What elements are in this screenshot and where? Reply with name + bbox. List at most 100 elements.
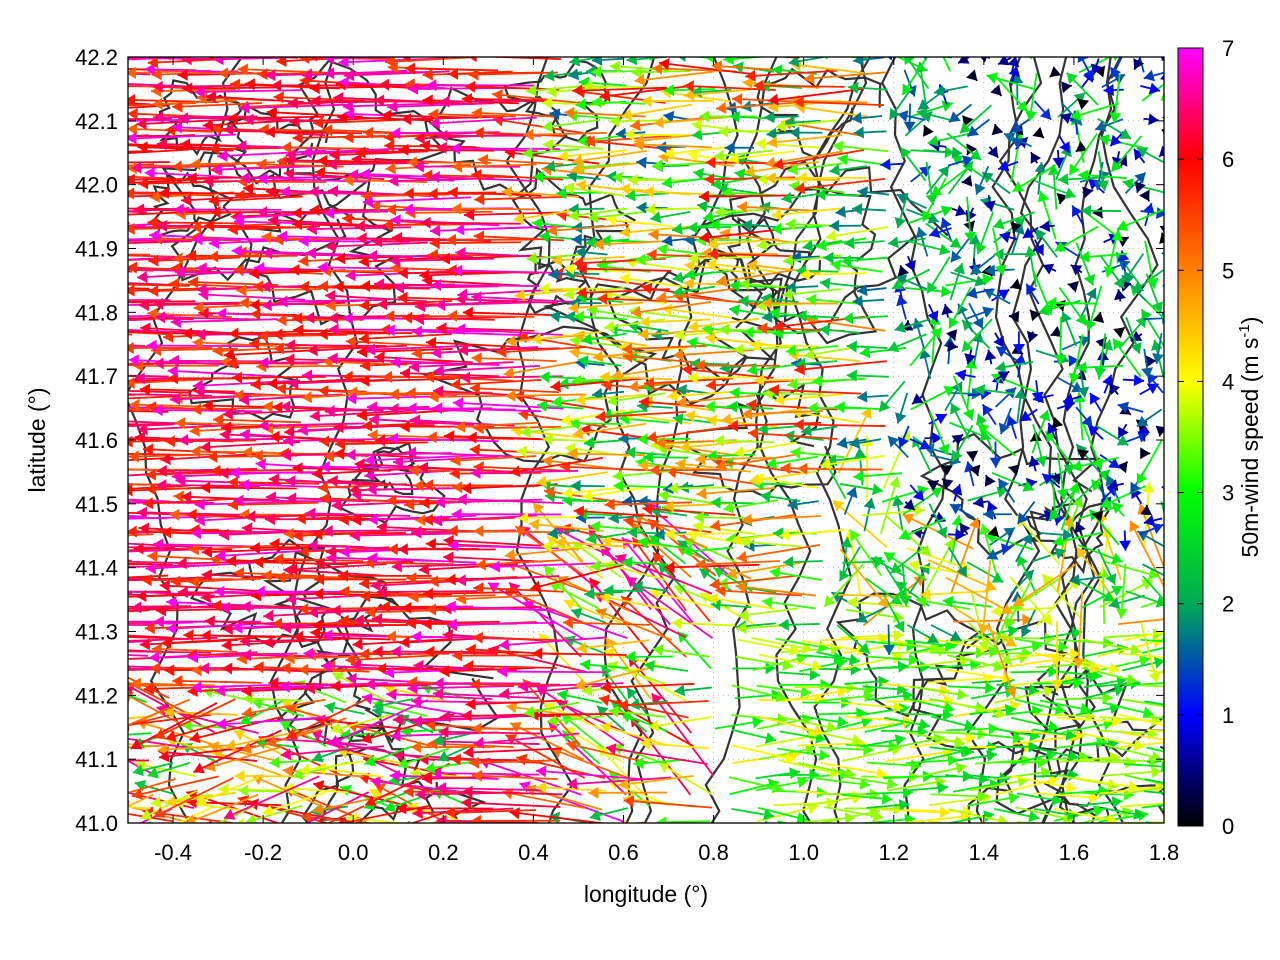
wind-arrow xyxy=(455,574,560,587)
wind-arrow xyxy=(1068,132,1098,176)
wind-arrow xyxy=(707,248,800,261)
wind-arrow xyxy=(298,280,392,293)
wind-arrow xyxy=(568,207,628,222)
wind-arrow xyxy=(562,494,608,507)
wind-arrow xyxy=(856,390,889,403)
wind-arrow xyxy=(330,604,432,617)
wind-arrow xyxy=(925,161,938,205)
wind-arrow xyxy=(128,485,132,488)
wind-arrow xyxy=(563,598,630,627)
wind-arrow xyxy=(1052,531,1103,547)
wind-arrow xyxy=(890,546,925,574)
wind-arrow xyxy=(881,682,950,697)
wind-arrow xyxy=(823,251,864,264)
wind-arrow xyxy=(130,702,218,750)
wind-arrow xyxy=(358,255,454,268)
wind-arrow xyxy=(1033,808,1079,821)
wind-arrow xyxy=(1075,141,1088,153)
wind-arrow xyxy=(930,624,962,642)
wind-arrow xyxy=(591,96,646,109)
wind-arrow xyxy=(957,57,970,64)
wind-arrow xyxy=(536,399,584,412)
wind-arrow xyxy=(319,460,430,473)
wind-arrow xyxy=(798,762,856,779)
wind-arrow xyxy=(832,140,889,153)
wind-arrow xyxy=(128,636,218,642)
wind-arrow xyxy=(433,364,540,377)
wind-arrow xyxy=(942,595,992,608)
wind-arrow xyxy=(436,322,535,335)
wind-arrow xyxy=(556,689,603,704)
wind-arrow xyxy=(200,441,301,453)
wind-arrow xyxy=(973,496,989,508)
wind-arrow xyxy=(880,158,904,171)
wind-arrow xyxy=(1140,207,1164,219)
wind-arrow xyxy=(796,310,840,322)
wind-arrow xyxy=(989,825,1033,838)
wind-arrow xyxy=(778,715,838,733)
wind-arrow xyxy=(624,650,673,663)
wind-arrow xyxy=(757,715,825,737)
wind-arrow xyxy=(352,638,451,651)
wind-arrow xyxy=(566,170,601,183)
x-tick-label: 1.8 xyxy=(1149,840,1180,865)
wind-arrow xyxy=(1049,66,1062,78)
wind-arrow xyxy=(589,807,628,822)
wind-arrow xyxy=(359,359,453,372)
wind-arrow xyxy=(424,760,478,774)
wind-arrow xyxy=(904,697,955,714)
wind-arrow xyxy=(887,236,926,249)
wind-arrow xyxy=(431,767,540,780)
wind-arrow xyxy=(576,262,672,275)
wind-arrow xyxy=(574,393,646,406)
wind-arrow xyxy=(324,290,427,303)
wind-arrow xyxy=(1102,374,1114,394)
wind-arrow xyxy=(432,402,542,415)
wind-arrow xyxy=(951,154,990,182)
wind-arrow xyxy=(1160,74,1164,87)
wind-arrow xyxy=(650,211,691,224)
wind-arrow xyxy=(1097,151,1110,192)
wind-arrow xyxy=(1092,311,1105,323)
wind-arrow xyxy=(707,593,775,610)
wind-arrow xyxy=(514,287,587,301)
wind-arrow xyxy=(948,103,973,123)
wind-arrow xyxy=(632,581,669,593)
x-tick-label: 1.0 xyxy=(788,840,819,865)
wind-arrow xyxy=(732,662,776,675)
wind-arrow xyxy=(1141,83,1164,102)
wind-arrow xyxy=(1099,485,1147,509)
wind-arrow xyxy=(128,468,150,471)
wind-arrow xyxy=(1075,242,1095,286)
wind-arrow xyxy=(638,328,714,340)
wind-arrow xyxy=(841,792,893,805)
wind-arrow xyxy=(761,297,839,310)
wind-arrow xyxy=(633,757,687,770)
wind-arrow xyxy=(1146,746,1164,753)
wind-arrow xyxy=(205,91,304,103)
wind-arrow xyxy=(408,360,514,373)
wind-arrow xyxy=(642,503,736,516)
wind-arrow xyxy=(836,436,867,449)
wind-arrow xyxy=(770,207,841,221)
wind-arrow xyxy=(780,686,848,703)
wind-arrow xyxy=(531,217,582,230)
wind-arrow xyxy=(964,461,976,487)
wind-arrow xyxy=(1047,164,1060,210)
wind-arrow xyxy=(766,134,843,149)
wind-arrow xyxy=(799,268,867,281)
wind-arrow xyxy=(1044,430,1077,470)
wind-arrow xyxy=(307,344,408,357)
wind-arrow xyxy=(1031,547,1067,563)
x-tick-label: 1.2 xyxy=(878,840,909,865)
wind-arrow xyxy=(227,223,321,236)
wind-arrow xyxy=(128,345,129,348)
wind-arrow xyxy=(829,164,867,176)
wind-arrow xyxy=(622,556,669,569)
wind-arrow xyxy=(128,148,190,155)
wind-arrow xyxy=(151,643,238,656)
wind-arrow xyxy=(837,153,890,167)
wind-arrow xyxy=(946,329,958,341)
wind-arrow xyxy=(1118,618,1164,626)
wind-arrow xyxy=(1136,439,1163,485)
